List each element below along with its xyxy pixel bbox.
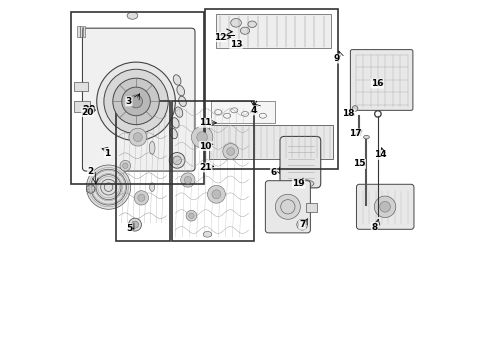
Ellipse shape — [170, 129, 177, 139]
Ellipse shape — [175, 107, 183, 117]
Circle shape — [133, 133, 142, 141]
Text: 3: 3 — [126, 97, 132, 106]
Bar — [80, 26, 82, 37]
Text: 20: 20 — [82, 105, 95, 115]
Circle shape — [86, 185, 95, 193]
Circle shape — [223, 144, 239, 159]
Circle shape — [380, 202, 391, 212]
Ellipse shape — [203, 231, 212, 237]
Ellipse shape — [149, 141, 155, 154]
Circle shape — [186, 210, 197, 221]
Text: 4: 4 — [251, 106, 257, 115]
Bar — [211, 102, 275, 123]
Text: 20: 20 — [82, 108, 94, 117]
FancyBboxPatch shape — [82, 28, 195, 171]
Text: 13: 13 — [230, 40, 243, 49]
Ellipse shape — [127, 12, 138, 19]
FancyBboxPatch shape — [356, 184, 414, 229]
Text: 2: 2 — [88, 167, 94, 176]
Circle shape — [184, 176, 192, 184]
Circle shape — [189, 213, 194, 219]
Text: 7: 7 — [299, 220, 305, 229]
Text: 16: 16 — [371, 79, 383, 88]
Text: 8: 8 — [371, 222, 377, 231]
Text: 11: 11 — [199, 118, 211, 127]
Bar — [77, 26, 79, 37]
Circle shape — [120, 160, 131, 171]
Text: 12: 12 — [214, 33, 226, 42]
Circle shape — [281, 200, 295, 214]
Bar — [117, 102, 170, 241]
Circle shape — [129, 128, 147, 146]
Bar — [74, 102, 90, 112]
Circle shape — [212, 190, 221, 199]
Circle shape — [169, 153, 185, 168]
Circle shape — [227, 148, 235, 156]
Ellipse shape — [177, 86, 185, 96]
Ellipse shape — [241, 27, 249, 34]
Circle shape — [122, 87, 150, 116]
Text: 6: 6 — [270, 168, 277, 177]
Circle shape — [113, 78, 159, 125]
Text: 14: 14 — [374, 150, 387, 159]
Circle shape — [138, 194, 145, 202]
Circle shape — [104, 69, 168, 134]
Circle shape — [298, 221, 306, 228]
Circle shape — [352, 106, 358, 111]
Text: 9: 9 — [334, 54, 341, 63]
Text: 18: 18 — [343, 109, 355, 118]
Ellipse shape — [364, 135, 369, 139]
Ellipse shape — [287, 179, 314, 188]
Text: 21: 21 — [199, 163, 212, 172]
Ellipse shape — [231, 18, 242, 27]
Ellipse shape — [149, 183, 155, 192]
Text: 15: 15 — [353, 159, 366, 168]
Circle shape — [173, 156, 181, 165]
Circle shape — [128, 218, 142, 231]
Circle shape — [97, 62, 175, 141]
Text: 10: 10 — [199, 141, 212, 150]
FancyBboxPatch shape — [350, 50, 413, 111]
Ellipse shape — [172, 118, 179, 128]
Bar — [306, 203, 317, 212]
Bar — [83, 26, 85, 37]
Bar — [205, 9, 338, 169]
Circle shape — [207, 185, 225, 203]
Text: 19: 19 — [292, 179, 305, 188]
Ellipse shape — [179, 96, 186, 107]
Circle shape — [356, 129, 362, 135]
Bar — [209, 125, 333, 158]
FancyBboxPatch shape — [280, 136, 321, 188]
Bar — [74, 82, 88, 91]
Circle shape — [374, 196, 396, 217]
Text: 5: 5 — [126, 224, 132, 233]
Text: 17: 17 — [349, 129, 361, 138]
Circle shape — [134, 191, 148, 205]
Bar — [172, 102, 254, 241]
Circle shape — [275, 194, 300, 219]
Circle shape — [297, 219, 308, 230]
Text: 1: 1 — [104, 149, 111, 158]
FancyBboxPatch shape — [266, 181, 310, 233]
Circle shape — [122, 163, 128, 168]
Ellipse shape — [173, 75, 181, 85]
Bar — [217, 14, 331, 48]
Circle shape — [192, 126, 213, 148]
Circle shape — [130, 95, 143, 108]
Circle shape — [131, 221, 139, 228]
Circle shape — [197, 132, 207, 143]
Circle shape — [181, 173, 195, 187]
Ellipse shape — [248, 21, 256, 27]
Bar — [71, 12, 204, 184]
Circle shape — [86, 165, 131, 209]
